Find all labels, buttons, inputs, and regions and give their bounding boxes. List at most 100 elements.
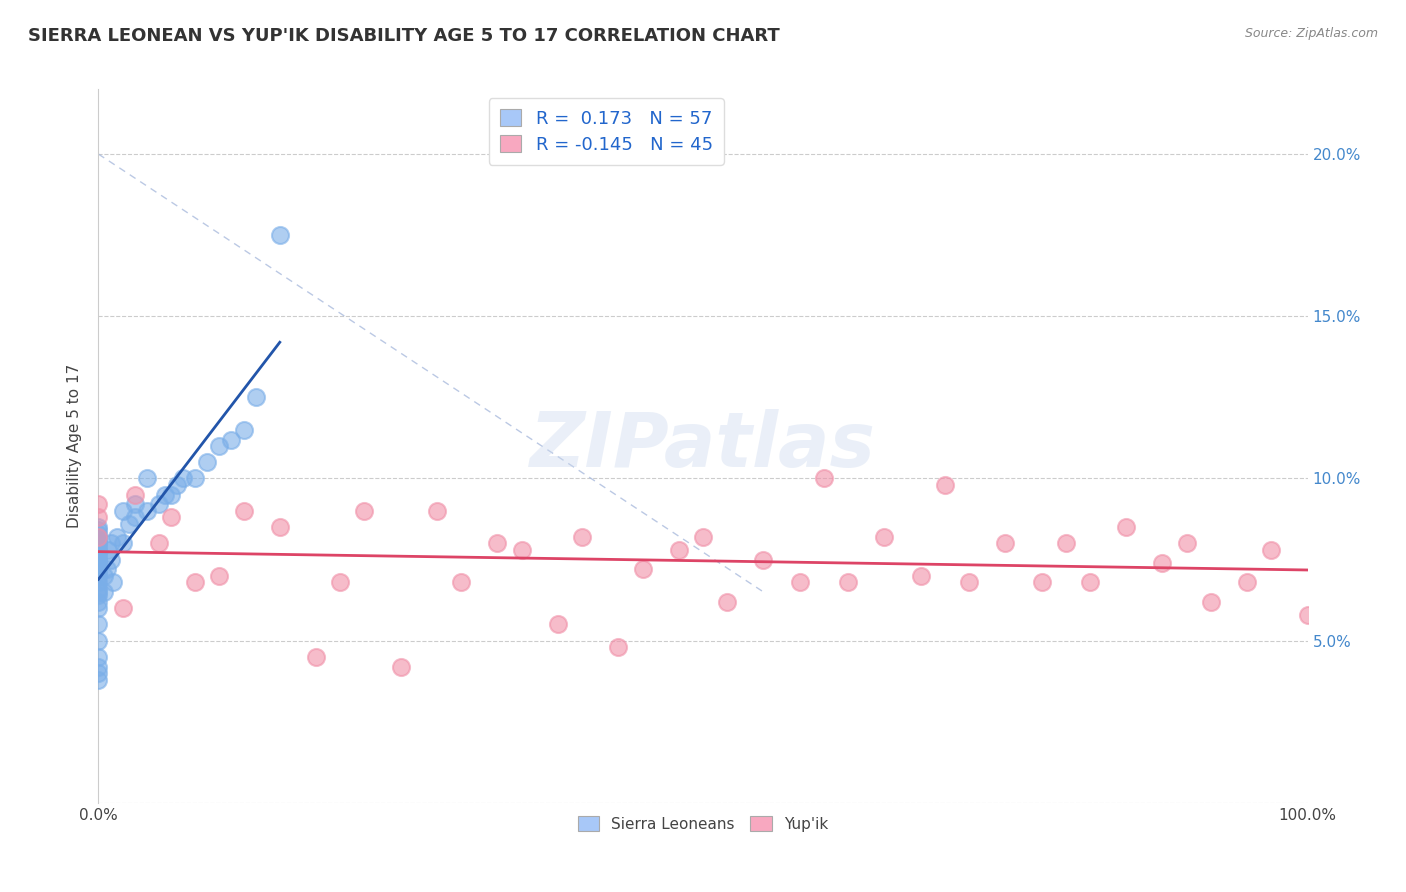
Point xyxy=(160,488,183,502)
Point xyxy=(208,439,231,453)
Point xyxy=(607,640,630,654)
Legend: Sierra Leoneans, Yup'ik: Sierra Leoneans, Yup'ik xyxy=(572,810,834,838)
Point xyxy=(571,530,593,544)
Point xyxy=(426,504,449,518)
Point xyxy=(153,488,176,502)
Point xyxy=(1175,536,1198,550)
Point xyxy=(93,568,115,582)
Point xyxy=(100,536,122,550)
Point xyxy=(692,530,714,544)
Point xyxy=(910,568,932,582)
Point xyxy=(329,575,352,590)
Point xyxy=(124,510,146,524)
Point xyxy=(87,562,110,576)
Point xyxy=(172,471,194,485)
Point xyxy=(353,504,375,518)
Point xyxy=(87,659,110,673)
Point xyxy=(97,542,120,557)
Point xyxy=(96,562,118,576)
Point xyxy=(87,582,110,596)
Point xyxy=(87,666,110,681)
Point xyxy=(957,575,980,590)
Point xyxy=(789,575,811,590)
Point xyxy=(232,423,254,437)
Point xyxy=(87,559,110,574)
Point xyxy=(87,549,110,564)
Point xyxy=(1236,575,1258,590)
Y-axis label: Disability Age 5 to 17: Disability Age 5 to 17 xyxy=(67,364,83,528)
Point xyxy=(1296,607,1319,622)
Point xyxy=(87,497,110,511)
Point xyxy=(87,552,110,566)
Point xyxy=(873,530,896,544)
Point xyxy=(105,530,128,544)
Point xyxy=(87,542,110,557)
Point xyxy=(87,510,110,524)
Point xyxy=(1031,575,1053,590)
Point xyxy=(547,617,569,632)
Point xyxy=(87,536,110,550)
Point xyxy=(111,601,134,615)
Point xyxy=(87,588,110,602)
Text: Source: ZipAtlas.com: Source: ZipAtlas.com xyxy=(1244,27,1378,40)
Point xyxy=(166,478,188,492)
Point xyxy=(87,536,110,550)
Point xyxy=(1152,556,1174,570)
Point xyxy=(87,595,110,609)
Point xyxy=(148,536,170,550)
Point xyxy=(87,601,110,615)
Point xyxy=(631,562,654,576)
Point xyxy=(87,673,110,687)
Point xyxy=(111,536,134,550)
Point xyxy=(100,552,122,566)
Point xyxy=(510,542,533,557)
Point xyxy=(208,568,231,582)
Point xyxy=(87,530,110,544)
Point xyxy=(124,497,146,511)
Point xyxy=(87,617,110,632)
Point xyxy=(450,575,472,590)
Point xyxy=(160,510,183,524)
Point xyxy=(813,471,835,485)
Point xyxy=(994,536,1017,550)
Point xyxy=(87,526,110,541)
Point xyxy=(118,516,141,531)
Point xyxy=(87,530,110,544)
Point xyxy=(148,497,170,511)
Point xyxy=(269,520,291,534)
Point xyxy=(87,520,110,534)
Point xyxy=(87,585,110,599)
Point xyxy=(184,575,207,590)
Point xyxy=(1199,595,1222,609)
Point xyxy=(87,552,110,566)
Point xyxy=(135,504,157,518)
Point xyxy=(111,504,134,518)
Point xyxy=(101,575,124,590)
Point xyxy=(305,649,328,664)
Point xyxy=(389,659,412,673)
Point xyxy=(668,542,690,557)
Point xyxy=(87,533,110,547)
Point xyxy=(221,433,243,447)
Point xyxy=(87,633,110,648)
Point xyxy=(93,585,115,599)
Point xyxy=(752,552,775,566)
Point xyxy=(245,390,267,404)
Point xyxy=(184,471,207,485)
Point xyxy=(87,556,110,570)
Point xyxy=(716,595,738,609)
Point xyxy=(1078,575,1101,590)
Point xyxy=(87,566,110,580)
Point xyxy=(1260,542,1282,557)
Point xyxy=(87,568,110,582)
Point xyxy=(269,228,291,243)
Text: SIERRA LEONEAN VS YUP'IK DISABILITY AGE 5 TO 17 CORRELATION CHART: SIERRA LEONEAN VS YUP'IK DISABILITY AGE … xyxy=(28,27,780,45)
Point xyxy=(87,649,110,664)
Point xyxy=(195,455,218,469)
Point xyxy=(135,471,157,485)
Point xyxy=(232,504,254,518)
Point xyxy=(87,575,110,590)
Point xyxy=(87,524,110,538)
Point xyxy=(837,575,859,590)
Point xyxy=(934,478,956,492)
